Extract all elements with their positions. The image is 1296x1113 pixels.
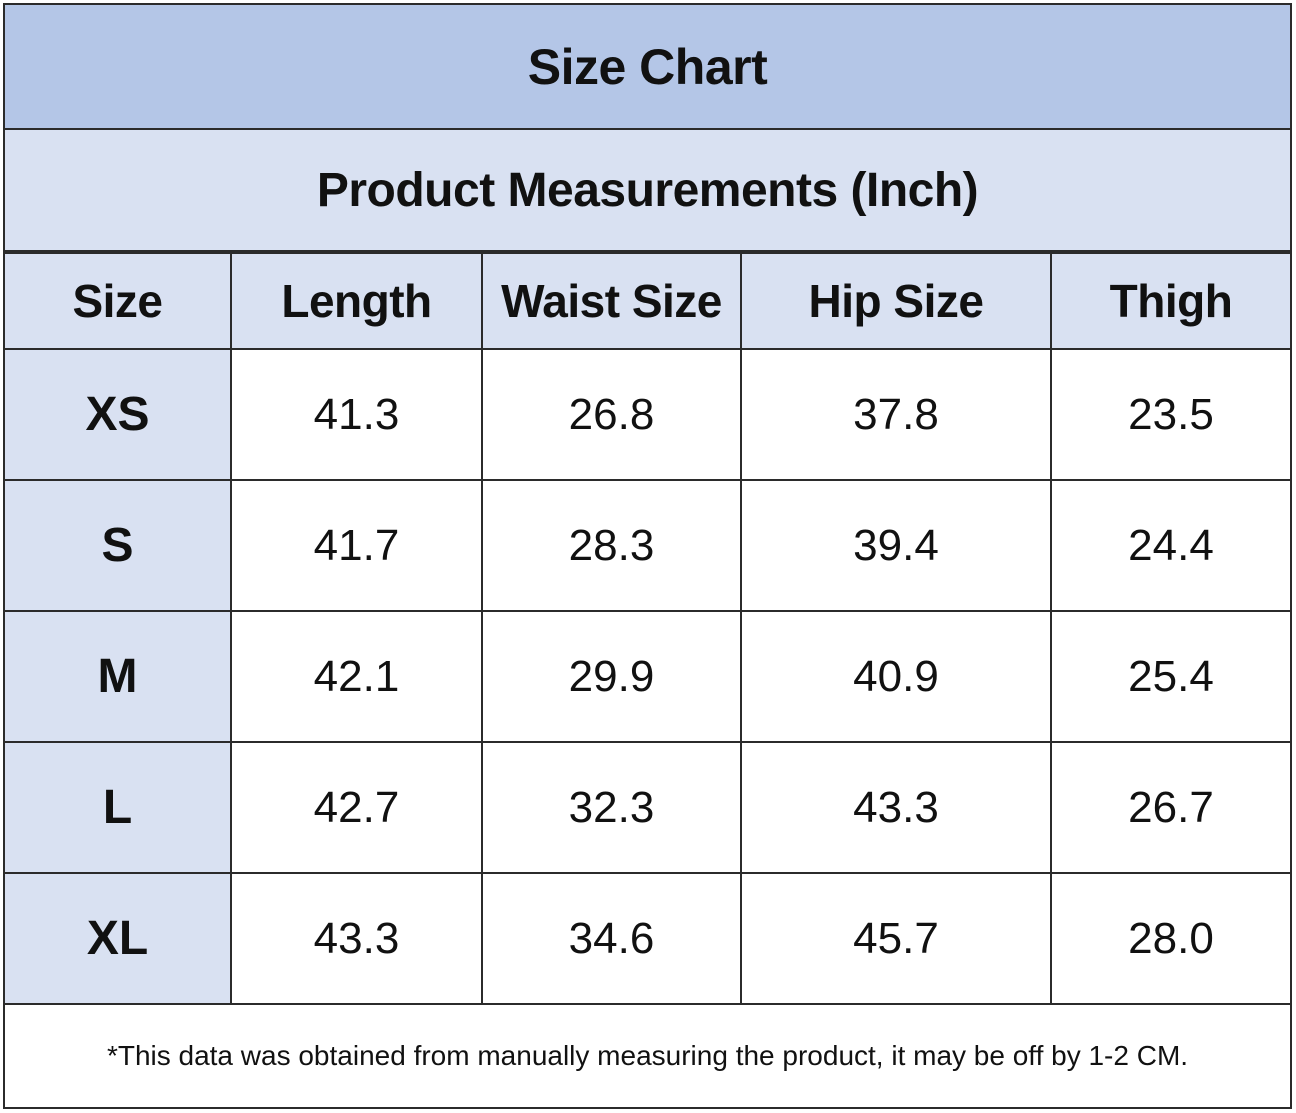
column-header-length: Length: [230, 252, 483, 350]
footnote: *This data was obtained from manually me…: [106, 1040, 1189, 1071]
thigh-cell: 26.7: [1050, 741, 1290, 874]
thigh-cell: 25.4: [1050, 610, 1290, 743]
thigh-cell: 23.5: [1050, 348, 1290, 481]
chart-title: Size Chart: [5, 5, 1290, 130]
size-label: XL: [5, 872, 232, 1005]
chart-subtitle: Product Measurements (Inch): [5, 130, 1290, 252]
column-header-hip: Hip Size: [740, 252, 1052, 350]
table-row: M 42.1 29.9 40.9 25.4: [5, 610, 1290, 743]
hip-cell: 39.4: [740, 479, 1052, 612]
waist-cell: 28.3: [481, 479, 742, 612]
thigh-cell: 24.4: [1050, 479, 1290, 612]
waist-cell: 34.6: [481, 872, 742, 1005]
size-chart: Size Chart Product Measurements (Inch) S…: [3, 3, 1292, 1109]
length-cell: 41.3: [230, 348, 483, 481]
hip-cell: 40.9: [740, 610, 1052, 743]
thigh-cell: 28.0: [1050, 872, 1290, 1005]
size-label: S: [5, 479, 232, 612]
hip-cell: 43.3: [740, 741, 1052, 874]
header-row: Size Length Waist Size Hip Size Thigh: [5, 252, 1290, 350]
size-label: M: [5, 610, 232, 743]
table-row: XL 43.3 34.6 45.7 28.0: [5, 872, 1290, 1005]
hip-cell: 45.7: [740, 872, 1052, 1005]
size-table: Size Length Waist Size Hip Size Thigh XS…: [5, 252, 1290, 1005]
column-header-size: Size: [5, 252, 232, 350]
hip-cell: 37.8: [740, 348, 1052, 481]
length-cell: 42.1: [230, 610, 483, 743]
size-label: L: [5, 741, 232, 874]
length-cell: 43.3: [230, 872, 483, 1005]
size-label: XS: [5, 348, 232, 481]
column-header-waist: Waist Size: [481, 252, 742, 350]
length-cell: 41.7: [230, 479, 483, 612]
length-cell: 42.7: [230, 741, 483, 874]
waist-cell: 29.9: [481, 610, 742, 743]
table-row: S 41.7 28.3 39.4 24.4: [5, 479, 1290, 612]
waist-cell: 32.3: [481, 741, 742, 874]
waist-cell: 26.8: [481, 348, 742, 481]
table-row: XS 41.3 26.8 37.8 23.5: [5, 348, 1290, 481]
column-header-thigh: Thigh: [1050, 252, 1290, 350]
table-row: L 42.7 32.3 43.3 26.7: [5, 741, 1290, 874]
